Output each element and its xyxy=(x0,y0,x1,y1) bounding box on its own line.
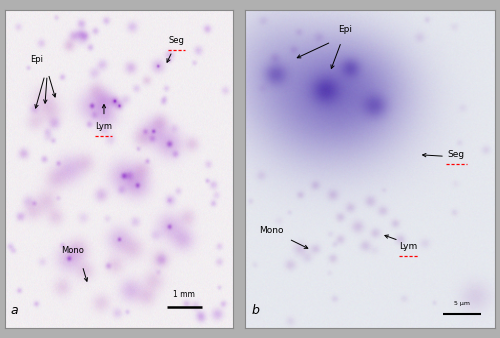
Text: 1 mm: 1 mm xyxy=(173,290,195,299)
Text: 5 μm: 5 μm xyxy=(454,300,470,306)
Text: Epi: Epi xyxy=(338,25,352,34)
Text: Lym: Lym xyxy=(96,122,112,130)
Text: Seg: Seg xyxy=(448,150,465,159)
Text: Epi: Epi xyxy=(30,55,44,64)
Text: Seg: Seg xyxy=(169,36,184,45)
Text: b: b xyxy=(252,304,259,317)
Text: Mono: Mono xyxy=(259,226,283,236)
Text: Mono: Mono xyxy=(60,245,84,255)
Text: a: a xyxy=(10,304,18,317)
Text: Lym: Lym xyxy=(400,242,418,251)
